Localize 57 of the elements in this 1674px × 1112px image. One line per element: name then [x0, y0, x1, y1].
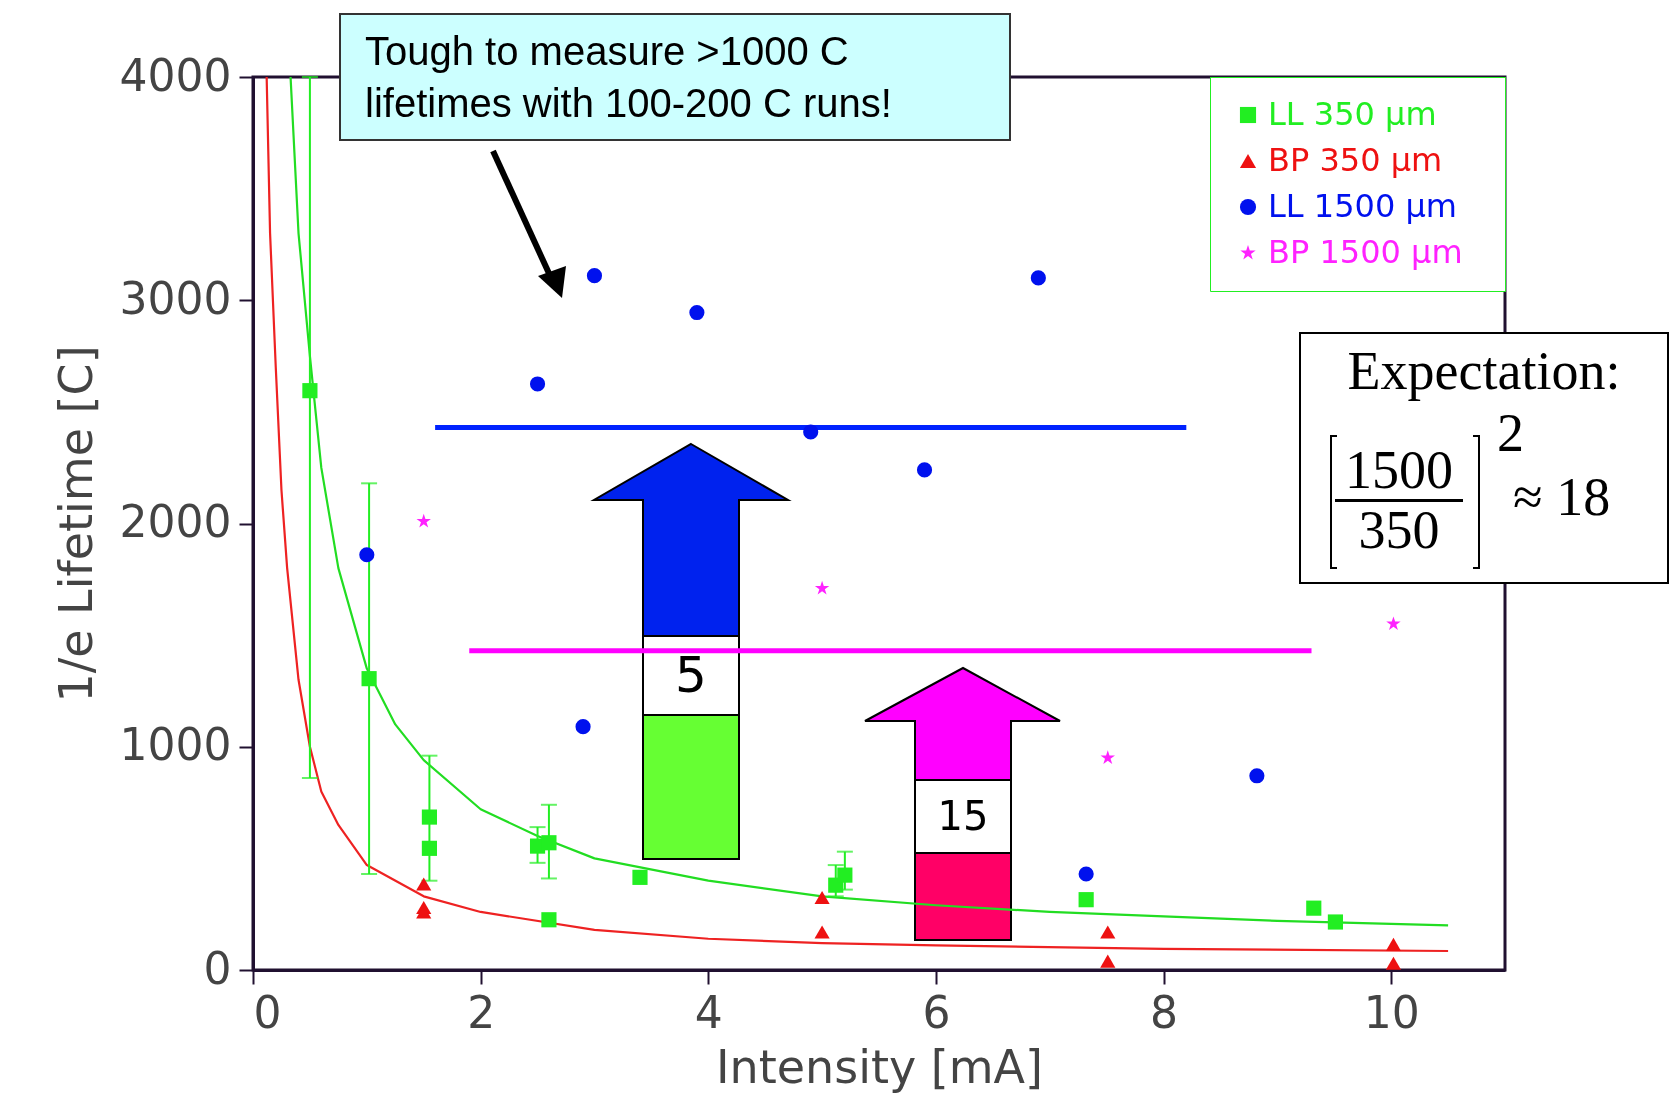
point [1078, 866, 1094, 882]
point [1078, 892, 1094, 908]
annotation: Expectation: [1346, 340, 1622, 402]
point [416, 877, 432, 891]
point [1385, 937, 1402, 951]
point [1100, 954, 1116, 968]
point [916, 462, 933, 478]
legend-label: LL 350 μm [1268, 95, 1437, 133]
legend-label: LL 1500 μm [1268, 187, 1457, 225]
point [814, 580, 830, 595]
point [814, 890, 830, 905]
point [575, 719, 591, 735]
y-tick-label: 1000 [119, 719, 232, 771]
point [837, 867, 853, 883]
x-tick-label: 2 [467, 986, 496, 1038]
point [1249, 768, 1265, 784]
point [416, 513, 431, 528]
x-tick-label: 4 [694, 986, 723, 1038]
y-tick-label: 4000 [119, 49, 232, 101]
point [1100, 925, 1116, 939]
legend-label: BP 350 μm [1268, 141, 1443, 179]
annotation: 2 [1497, 402, 1524, 464]
point [1385, 956, 1402, 970]
callout-box: Tough to measure >1000 C lifetimes with 100-200 C runs! [339, 13, 1011, 141]
y-tick-label: 3000 [119, 272, 232, 324]
y-tick-label: 2000 [119, 496, 232, 547]
point [1306, 900, 1322, 916]
annotation: 1500 [1335, 440, 1463, 502]
point [632, 869, 648, 885]
point [541, 912, 557, 928]
point [814, 925, 830, 939]
x-tick-label: 8 [1150, 986, 1179, 1038]
y-axis-title: 1/e Lifetime [C] [48, 345, 103, 703]
point [541, 835, 557, 851]
point [359, 547, 375, 563]
x-tick-label: 0 [253, 986, 282, 1038]
point [689, 304, 705, 321]
y-tick-label: 0 [203, 942, 232, 994]
point [302, 383, 318, 399]
point [421, 840, 437, 856]
x-tick-label: 10 [1363, 986, 1420, 1038]
point [529, 376, 546, 392]
annotation: 5 [643, 636, 739, 715]
x-axis-title: Intensity [mA] [715, 1039, 1044, 1094]
text: ≈ 18 [1513, 466, 1611, 528]
annotation: 350 [1357, 499, 1441, 560]
annotation: 15 [915, 780, 1011, 853]
point [1327, 914, 1343, 930]
point [1386, 616, 1401, 631]
legend-label: BP 1500 μm [1268, 233, 1463, 271]
point [361, 671, 377, 687]
point [1030, 270, 1046, 286]
point [586, 268, 603, 284]
point [1100, 750, 1115, 765]
x-tick-label: 6 [922, 986, 951, 1038]
point [803, 424, 819, 440]
point [421, 809, 437, 825]
